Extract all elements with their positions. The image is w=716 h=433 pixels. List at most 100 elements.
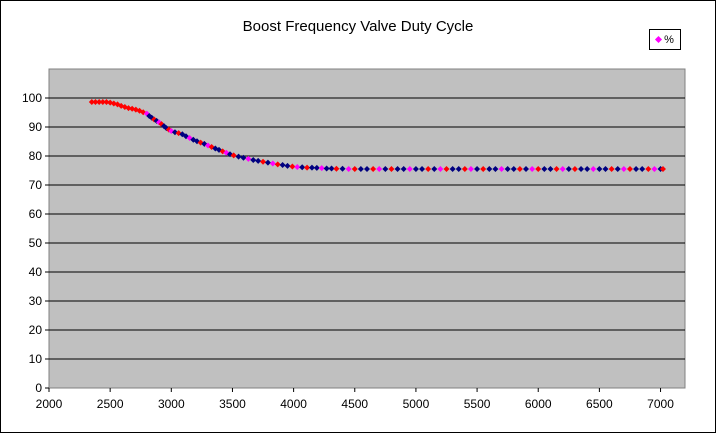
chart-title: Boost Frequency Valve Duty Cycle [242,18,474,35]
y-tick-label: 80 [29,149,43,163]
data-point [299,164,306,171]
x-tick-label: 2500 [97,397,124,411]
data-point [571,166,578,173]
data-point [376,166,383,173]
data-point [400,166,407,173]
data-point [584,166,591,173]
y-axis: 0 10 20 30 40 50 60 70 80 90 100 [22,91,49,395]
y-tick-label: 30 [29,294,43,308]
y-tick-label: 100 [22,91,42,105]
x-tick-label: 2000 [36,397,63,411]
y-tick-label: 50 [29,236,43,250]
data-point [125,105,132,112]
data-point [92,99,99,106]
data-point [651,166,658,173]
data-point [323,165,330,172]
data-point [498,166,505,173]
data-point [620,166,627,173]
data-point [370,166,377,173]
legend: % [649,29,681,50]
y-tick-label: 70 [29,178,43,192]
data-point [230,152,237,159]
x-axis: 2000 2500 3000 3500 4000 4500 5000 5500 6000 6500… [36,388,674,411]
data-point [541,166,548,173]
y-tick-label: 0 [35,381,42,395]
data-point [406,166,413,173]
data-point [425,166,432,173]
x-tick-label: 5000 [403,397,430,411]
data-point [626,166,633,173]
data-point [419,166,426,173]
data-point [394,166,401,173]
data-point [279,161,286,168]
plot-area [48,68,686,389]
data-point [659,166,666,173]
data-point [313,164,320,171]
data-point [633,166,640,173]
data-point [504,166,511,173]
data-point [480,166,487,173]
y-tick-label: 10 [29,352,43,366]
data-point [608,166,615,173]
data-point [474,166,481,173]
data-point [535,166,542,173]
y-tick-label: 40 [29,265,43,279]
data-point [250,157,257,164]
data-point [351,166,358,173]
data-point [357,166,364,173]
data-point [431,166,438,173]
x-tick-label: 5500 [464,397,491,411]
data-point [602,166,609,173]
data-point [412,166,419,173]
y-tick-label: 60 [29,207,43,221]
y-tick-label: 20 [29,323,43,337]
data-point [274,161,281,168]
data-point [510,166,517,173]
data-points [88,99,666,173]
data-point [255,157,262,164]
data-point [559,166,566,173]
data-point [639,166,646,173]
data-point [294,164,301,171]
data-point [328,165,335,172]
data-point [449,166,456,173]
x-tick-label: 3000 [158,397,185,411]
legend-label: % [664,33,674,46]
data-point [553,166,560,173]
data-point [578,166,585,173]
x-tick-label: 6500 [586,397,613,411]
data-point [461,166,468,173]
data-point [333,165,340,172]
x-tick-label: 3500 [219,397,246,411]
data-point [339,165,346,172]
data-point [160,123,167,130]
data-point [529,166,536,173]
legend-diamond-icon [655,35,663,44]
x-tick-label: 7000 [647,397,674,411]
data-point [645,166,652,173]
data-point [103,99,110,106]
data-point [565,166,572,173]
data-point [304,164,311,171]
data-point [345,166,352,173]
data-point [467,166,474,173]
data-point [99,99,106,106]
data-point [614,166,621,173]
data-point [443,166,450,173]
data-point [388,166,395,173]
data-point [318,165,325,172]
data-point [455,166,462,173]
x-tick-label: 4500 [341,397,368,411]
data-point [260,158,267,165]
data-point [364,166,370,173]
data-point [96,99,103,106]
data-point [240,154,247,161]
data-point [382,166,389,173]
data-point [486,166,493,173]
y-tick-label: 90 [29,120,43,134]
x-tick-label: 6000 [525,397,552,411]
data-point [516,166,523,173]
data-point [269,160,276,167]
